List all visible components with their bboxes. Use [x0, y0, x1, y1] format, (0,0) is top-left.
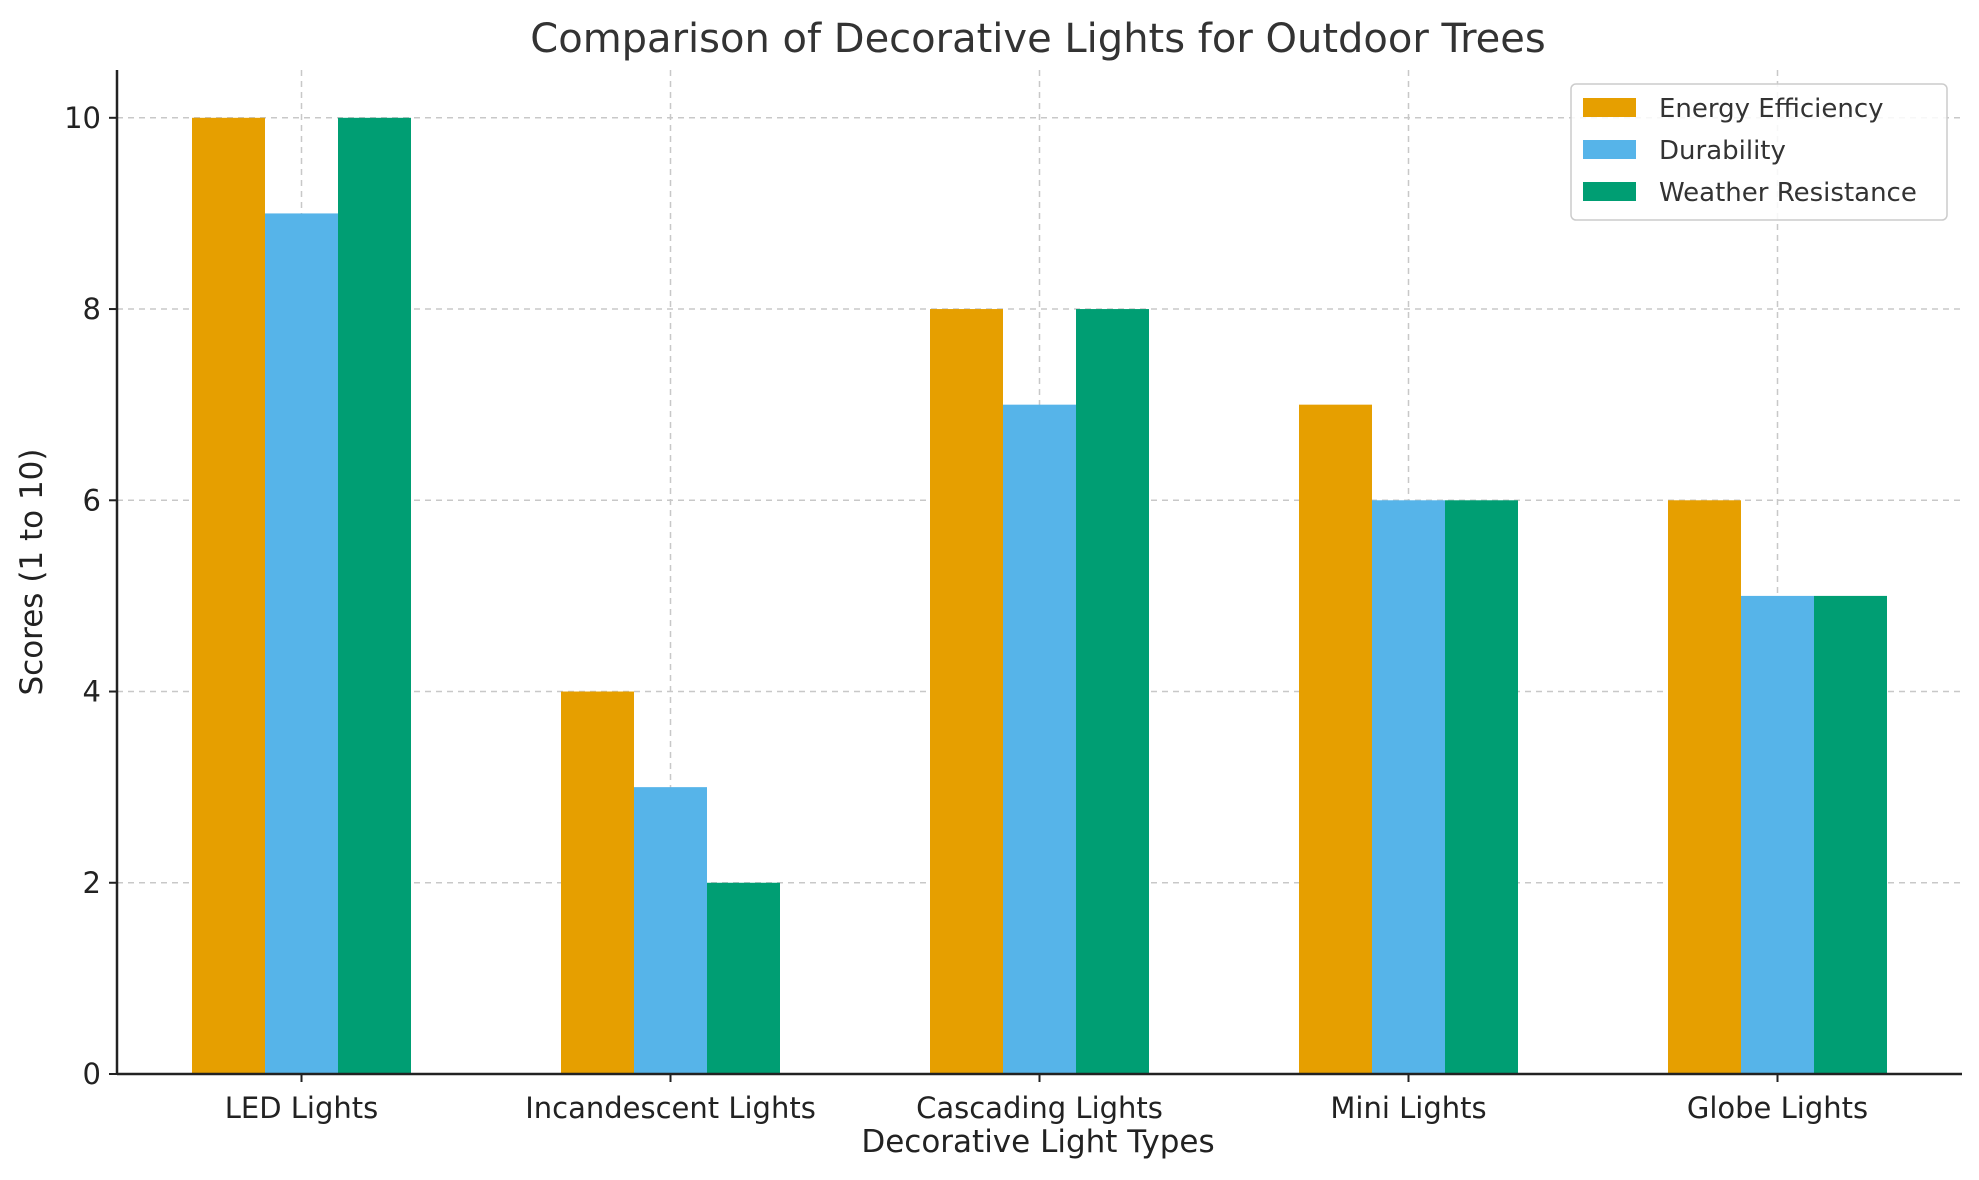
legend-swatch — [1583, 98, 1636, 117]
bar-energy-efficiency-cascading-lights — [930, 309, 1003, 1074]
chart-title: Comparison of Decorative Lights for Outd… — [530, 16, 1545, 62]
bars-layer — [192, 117, 1887, 1075]
bar-weather-resistance-globe-lights — [1814, 595, 1887, 1074]
y-tick-label: 2 — [83, 866, 101, 900]
bar-energy-efficiency-globe-lights — [1668, 500, 1741, 1074]
x-tick-label: Incandescent Lights — [525, 1091, 816, 1125]
y-tick-label: 8 — [83, 292, 101, 326]
y-tick-label: 10 — [64, 101, 101, 135]
legend-label: Energy Efficiency — [1659, 94, 1884, 124]
legend-label: Weather Resistance — [1659, 178, 1917, 208]
x-tick-label: LED Lights — [225, 1091, 379, 1125]
legend-box — [1570, 83, 1948, 221]
bar-durability-cascading-lights — [1003, 404, 1076, 1075]
legend-label: Durability — [1659, 136, 1786, 166]
legend: Energy Efficiency Durability Weather Resis… — [1570, 83, 1948, 221]
bar-weather-resistance-incandescent-lights — [707, 882, 780, 1074]
x-tick-label: Globe Lights — [1687, 1091, 1868, 1125]
x-tick-label: Cascading Lights — [916, 1091, 1163, 1125]
x-axis-label: Decorative Light Types — [861, 1124, 1214, 1160]
bar-durability-mini-lights — [1372, 500, 1445, 1074]
bar-energy-efficiency-mini-lights — [1299, 404, 1372, 1075]
bar-durability-incandescent-lights — [634, 787, 707, 1074]
legend-swatch — [1583, 182, 1636, 201]
y-tick-label: 6 — [83, 483, 101, 517]
y-tick-label: 4 — [83, 675, 101, 709]
y-axis-label: Scores (1 to 10) — [14, 448, 50, 695]
bar-weather-resistance-mini-lights — [1445, 500, 1518, 1074]
bar-durability-led-lights — [265, 213, 338, 1074]
bar-durability-globe-lights — [1741, 595, 1814, 1074]
bar-energy-efficiency-incandescent-lights — [561, 691, 634, 1074]
x-tick-label: Mini Lights — [1330, 1091, 1486, 1125]
y-tick-label: 0 — [83, 1057, 101, 1091]
bar-weather-resistance-cascading-lights — [1076, 309, 1149, 1074]
legend-swatch — [1583, 140, 1636, 159]
ticks-layer: 0 2 4 6 8 10 LED Lights Incandescent Lights Casc… — [64, 101, 1868, 1125]
bar-weather-resistance-led-lights — [338, 117, 411, 1075]
bar-energy-efficiency-led-lights — [192, 117, 265, 1075]
